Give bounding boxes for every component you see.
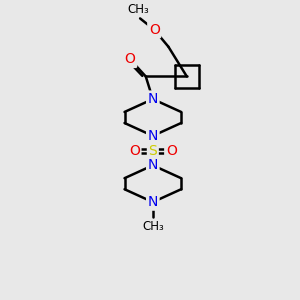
Text: O: O: [149, 23, 160, 37]
Text: N: N: [148, 158, 158, 172]
Text: O: O: [125, 52, 136, 67]
Text: N: N: [148, 92, 158, 106]
Text: O: O: [166, 144, 177, 158]
Text: O: O: [129, 144, 140, 158]
Text: CH₃: CH₃: [127, 3, 149, 16]
Text: S: S: [148, 144, 157, 158]
Text: CH₃: CH₃: [142, 220, 164, 233]
Text: N: N: [148, 129, 158, 143]
Text: N: N: [148, 195, 158, 209]
